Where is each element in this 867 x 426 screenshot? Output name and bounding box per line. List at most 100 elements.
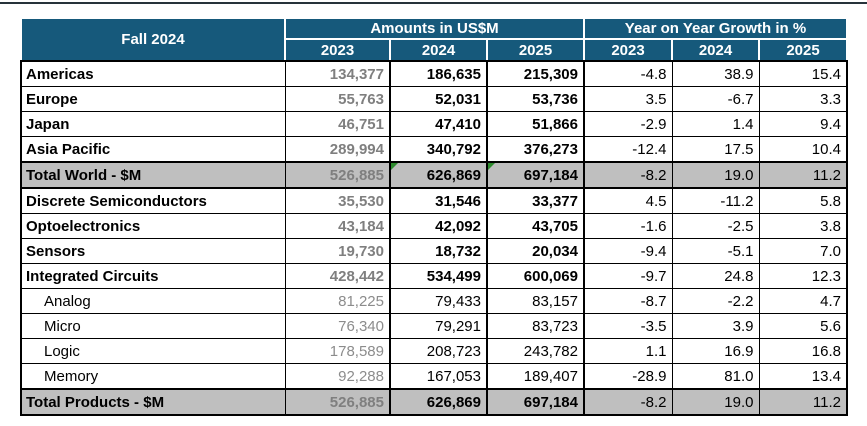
row-label: Discrete Semiconductors [20,187,286,214]
growth-2023-cell: -8.2 [583,161,673,189]
growth-2023-cell: -4.8 [583,60,673,87]
header-year-growth-2025: 2025 [758,38,848,62]
header-group-amounts: Amounts in US$M [284,17,585,40]
amount-2025-cell: 20,034 [486,238,585,264]
growth-2024-cell: 1.4 [671,111,760,137]
growth-2025-cell: 5.6 [758,313,848,339]
table-body: Americas 134,377 186,635 215,309 -4.8 38… [20,60,848,416]
growth-2024-cell: -5.1 [671,238,760,264]
amount-2025-cell: 53,736 [486,86,585,112]
row-label: Sensors [20,238,286,264]
header-year-growth-2024: 2024 [671,38,760,62]
amount-2024-cell: 79,433 [389,288,488,314]
amount-2025-cell: 215,309 [486,60,585,87]
table-row: Europe 55,763 52,031 53,736 3.5 -6.7 3.3 [20,86,848,112]
table-row: Optoelectronics 43,184 42,092 43,705 -1.… [20,213,848,239]
header-year-amounts-2023: 2023 [284,38,391,62]
row-label: Japan [20,111,286,137]
table-header: Fall 2024 Amounts in US$M Year on Year G… [20,17,848,62]
growth-2024-cell: 24.8 [671,263,760,289]
row-label: Analog [20,288,286,314]
growth-2023-cell: -2.9 [583,111,673,137]
amount-2025-cell: 600,069 [486,263,585,289]
growth-2024-cell: -2.5 [671,213,760,239]
growth-2024-cell: 17.5 [671,136,760,163]
growth-2025-cell: 5.8 [758,187,848,214]
amount-2025-cell: 43,705 [486,213,585,239]
growth-2025-cell: 13.4 [758,363,848,390]
table-row: Sensors 19,730 18,732 20,034 -9.4 -5.1 7… [20,238,848,264]
growth-2023-cell: -1.6 [583,213,673,239]
amount-2024-cell: 42,092 [389,213,488,239]
table-title: Fall 2024 [20,17,286,62]
table-row: Analog 81,225 79,433 83,157 -8.7 -2.2 4.… [20,288,848,314]
header-year-growth-2023: 2023 [583,38,673,62]
table-row: Americas 134,377 186,635 215,309 -4.8 38… [20,60,848,87]
amount-2024-cell: 47,410 [389,111,488,137]
row-label: Micro [20,313,286,339]
amount-2023-cell: 43,184 [284,213,391,239]
growth-2023-cell: 3.5 [583,86,673,112]
row-label: Asia Pacific [20,136,286,163]
growth-2024-cell: -6.7 [671,86,760,112]
growth-2023-cell: -9.7 [583,263,673,289]
growth-2025-cell: 15.4 [758,60,848,87]
row-label: Logic [20,338,286,364]
table-row: Memory 92,288 167,053 189,407 -28.9 81.0… [20,363,848,390]
amount-2023-cell: 178,589 [284,338,391,364]
amount-2024-cell: 626,869 [389,161,488,189]
growth-2023-cell: -28.9 [583,363,673,390]
growth-2023-cell: -9.4 [583,238,673,264]
top-rule [0,2,867,4]
excel-flag-icon [489,164,495,170]
table-row: Discrete Semiconductors 35,530 31,546 33… [20,187,848,214]
growth-2025-cell: 16.8 [758,338,848,364]
growth-2024-cell: 38.9 [671,60,760,87]
growth-2025-cell: 3.3 [758,86,848,112]
growth-2024-cell: -11.2 [671,187,760,214]
amount-2023-cell: 35,530 [284,187,391,214]
growth-2025-cell: 12.3 [758,263,848,289]
amount-2024-cell: 52,031 [389,86,488,112]
table-row: Logic 178,589 208,723 243,782 1.1 16.9 1… [20,338,848,364]
amount-2024-cell: 186,635 [389,60,488,87]
amount-2025-cell: 51,866 [486,111,585,137]
excel-flag-icon [392,164,398,170]
growth-2023-cell: 1.1 [583,338,673,364]
amount-2023-cell: 134,377 [284,60,391,87]
amount-2025-cell: 697,184 [486,161,585,189]
growth-2024-cell: -2.2 [671,288,760,314]
row-label: Integrated Circuits [20,263,286,289]
growth-2024-cell: 16.9 [671,338,760,364]
row-label: Total Products - $M [20,388,286,416]
growth-2023-cell: -12.4 [583,136,673,163]
growth-2024-cell: 81.0 [671,363,760,390]
amount-2023-cell: 46,751 [284,111,391,137]
growth-2025-cell: 7.0 [758,238,848,264]
table-row: Total Products - $M 526,885 626,869 697,… [20,388,848,416]
growth-2025-cell: 4.7 [758,288,848,314]
header-year-amounts-2025: 2025 [486,38,585,62]
table-row: Japan 46,751 47,410 51,866 -2.9 1.4 9.4 [20,111,848,137]
amount-2023-cell: 76,340 [284,313,391,339]
growth-2024-cell: 19.0 [671,388,760,416]
amount-2024-cell: 208,723 [389,338,488,364]
amount-2025-cell: 83,723 [486,313,585,339]
amount-2023-cell: 92,288 [284,363,391,390]
amount-2024-cell: 534,499 [389,263,488,289]
growth-2025-cell: 3.8 [758,213,848,239]
amount-2024-cell: 79,291 [389,313,488,339]
table-row: Integrated Circuits 428,442 534,499 600,… [20,263,848,289]
growth-2024-cell: 3.9 [671,313,760,339]
semiconductor-forecast-table: Fall 2024 Amounts in US$M Year on Year G… [20,17,848,416]
table-row: Asia Pacific 289,994 340,792 376,273 -12… [20,136,848,163]
growth-2023-cell: -8.7 [583,288,673,314]
amount-2024-cell: 18,732 [389,238,488,264]
growth-2023-cell: 4.5 [583,187,673,214]
amount-2024-cell: 167,053 [389,363,488,390]
growth-2025-cell: 10.4 [758,136,848,163]
table-row: Micro 76,340 79,291 83,723 -3.5 3.9 5.6 [20,313,848,339]
growth-2025-cell: 9.4 [758,111,848,137]
table-row: Total World - $M 526,885 626,869 697,184… [20,161,848,189]
header-year-amounts-2024: 2024 [389,38,488,62]
